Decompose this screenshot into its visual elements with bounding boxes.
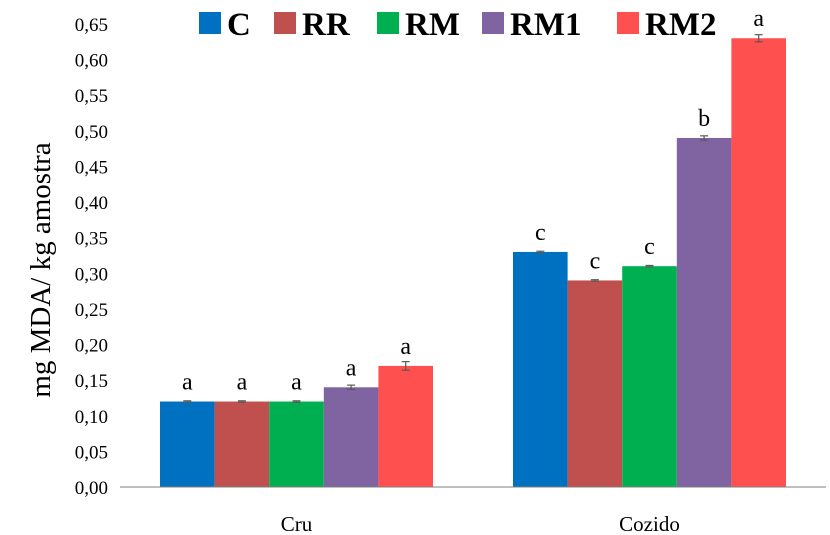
error-bar <box>590 279 599 282</box>
y-axis-ticks: 0,00 0,05 0,10 0,15 0,20 0,25 0,30 0,35 0,40 0,45… <box>75 15 108 499</box>
legend-swatch <box>274 12 296 34</box>
error-bar <box>237 400 246 403</box>
bar-rm1-cru <box>323 387 379 487</box>
bar-rm1-cozido <box>676 137 732 487</box>
x-tick-label: Cru <box>281 512 313 535</box>
bar-c-cru <box>160 401 215 487</box>
bar-rm-cru <box>269 401 324 487</box>
legend-swatch <box>199 12 221 34</box>
bar-rr-cru <box>214 401 270 487</box>
y-tick-label: 0,05 <box>75 442 108 463</box>
significance-label: a <box>400 334 411 360</box>
significance-label: c <box>535 220 546 246</box>
y-tick-label: 0,60 <box>75 51 108 72</box>
bar-rm2-cru <box>378 365 433 487</box>
y-tick-label: 0,10 <box>75 407 108 428</box>
significance-label: a <box>291 370 302 396</box>
significance-label: a <box>182 370 193 396</box>
error-bar <box>754 34 763 43</box>
y-tick-label: 0,35 <box>75 229 108 250</box>
error-bar <box>183 400 192 403</box>
y-tick-label: 0,55 <box>75 86 108 107</box>
legend-item-rm1: RM1 <box>482 7 581 43</box>
x-tick-label: Cozido <box>619 512 680 535</box>
significance-label: a <box>753 6 764 32</box>
significance-label: c <box>590 248 601 274</box>
significance-labels: a a a a a c c c b a <box>182 6 764 395</box>
legend-label: RM2 <box>645 7 716 43</box>
significance-label: b <box>698 106 710 132</box>
significance-label: a <box>237 370 248 396</box>
legend-item-rm: RM <box>377 7 460 43</box>
error-bar <box>645 264 654 268</box>
bar-c-cozido <box>513 251 568 487</box>
y-axis-label: mg MDA/ kg amostra <box>25 142 57 397</box>
y-tick-label: 0,40 <box>75 193 108 214</box>
y-tick-label: 0,65 <box>75 15 108 36</box>
legend-swatch <box>377 12 399 34</box>
legend-label: RM1 <box>510 7 581 43</box>
error-bars <box>183 34 763 403</box>
legend-item-rr: RR <box>274 7 351 43</box>
significance-label: c <box>644 234 655 260</box>
bar-rm2-cozido <box>731 38 786 487</box>
error-bar <box>347 384 356 391</box>
error-bar <box>401 361 410 371</box>
error-bar <box>292 400 301 403</box>
legend-swatch <box>482 12 504 34</box>
significance-label: a <box>346 355 357 381</box>
y-tick-label: 0,15 <box>75 371 108 392</box>
legend-item-c: C <box>199 7 251 43</box>
error-bar <box>700 135 709 141</box>
legend-item-rm2: RM2 <box>617 7 716 43</box>
y-tick-label: 0,20 <box>75 336 108 357</box>
legend-label: RM <box>405 7 460 43</box>
y-tick-label: 0,50 <box>75 122 108 143</box>
legend: C RR RM RM1 RM2 <box>199 7 716 43</box>
bars <box>160 38 786 487</box>
y-tick-label: 0,45 <box>75 157 108 178</box>
legend-swatch <box>617 12 639 34</box>
legend-label: RR <box>302 7 351 43</box>
y-tick-label: 0,00 <box>75 478 108 499</box>
error-bar <box>536 250 545 254</box>
legend-label: C <box>227 7 251 43</box>
y-tick-label: 0,25 <box>75 300 108 321</box>
bar-rr-cozido <box>567 280 623 487</box>
y-tick-label: 0,30 <box>75 264 108 285</box>
bar-rm-cozido <box>622 266 677 487</box>
x-axis-labels: Cru Cozido <box>281 512 680 535</box>
